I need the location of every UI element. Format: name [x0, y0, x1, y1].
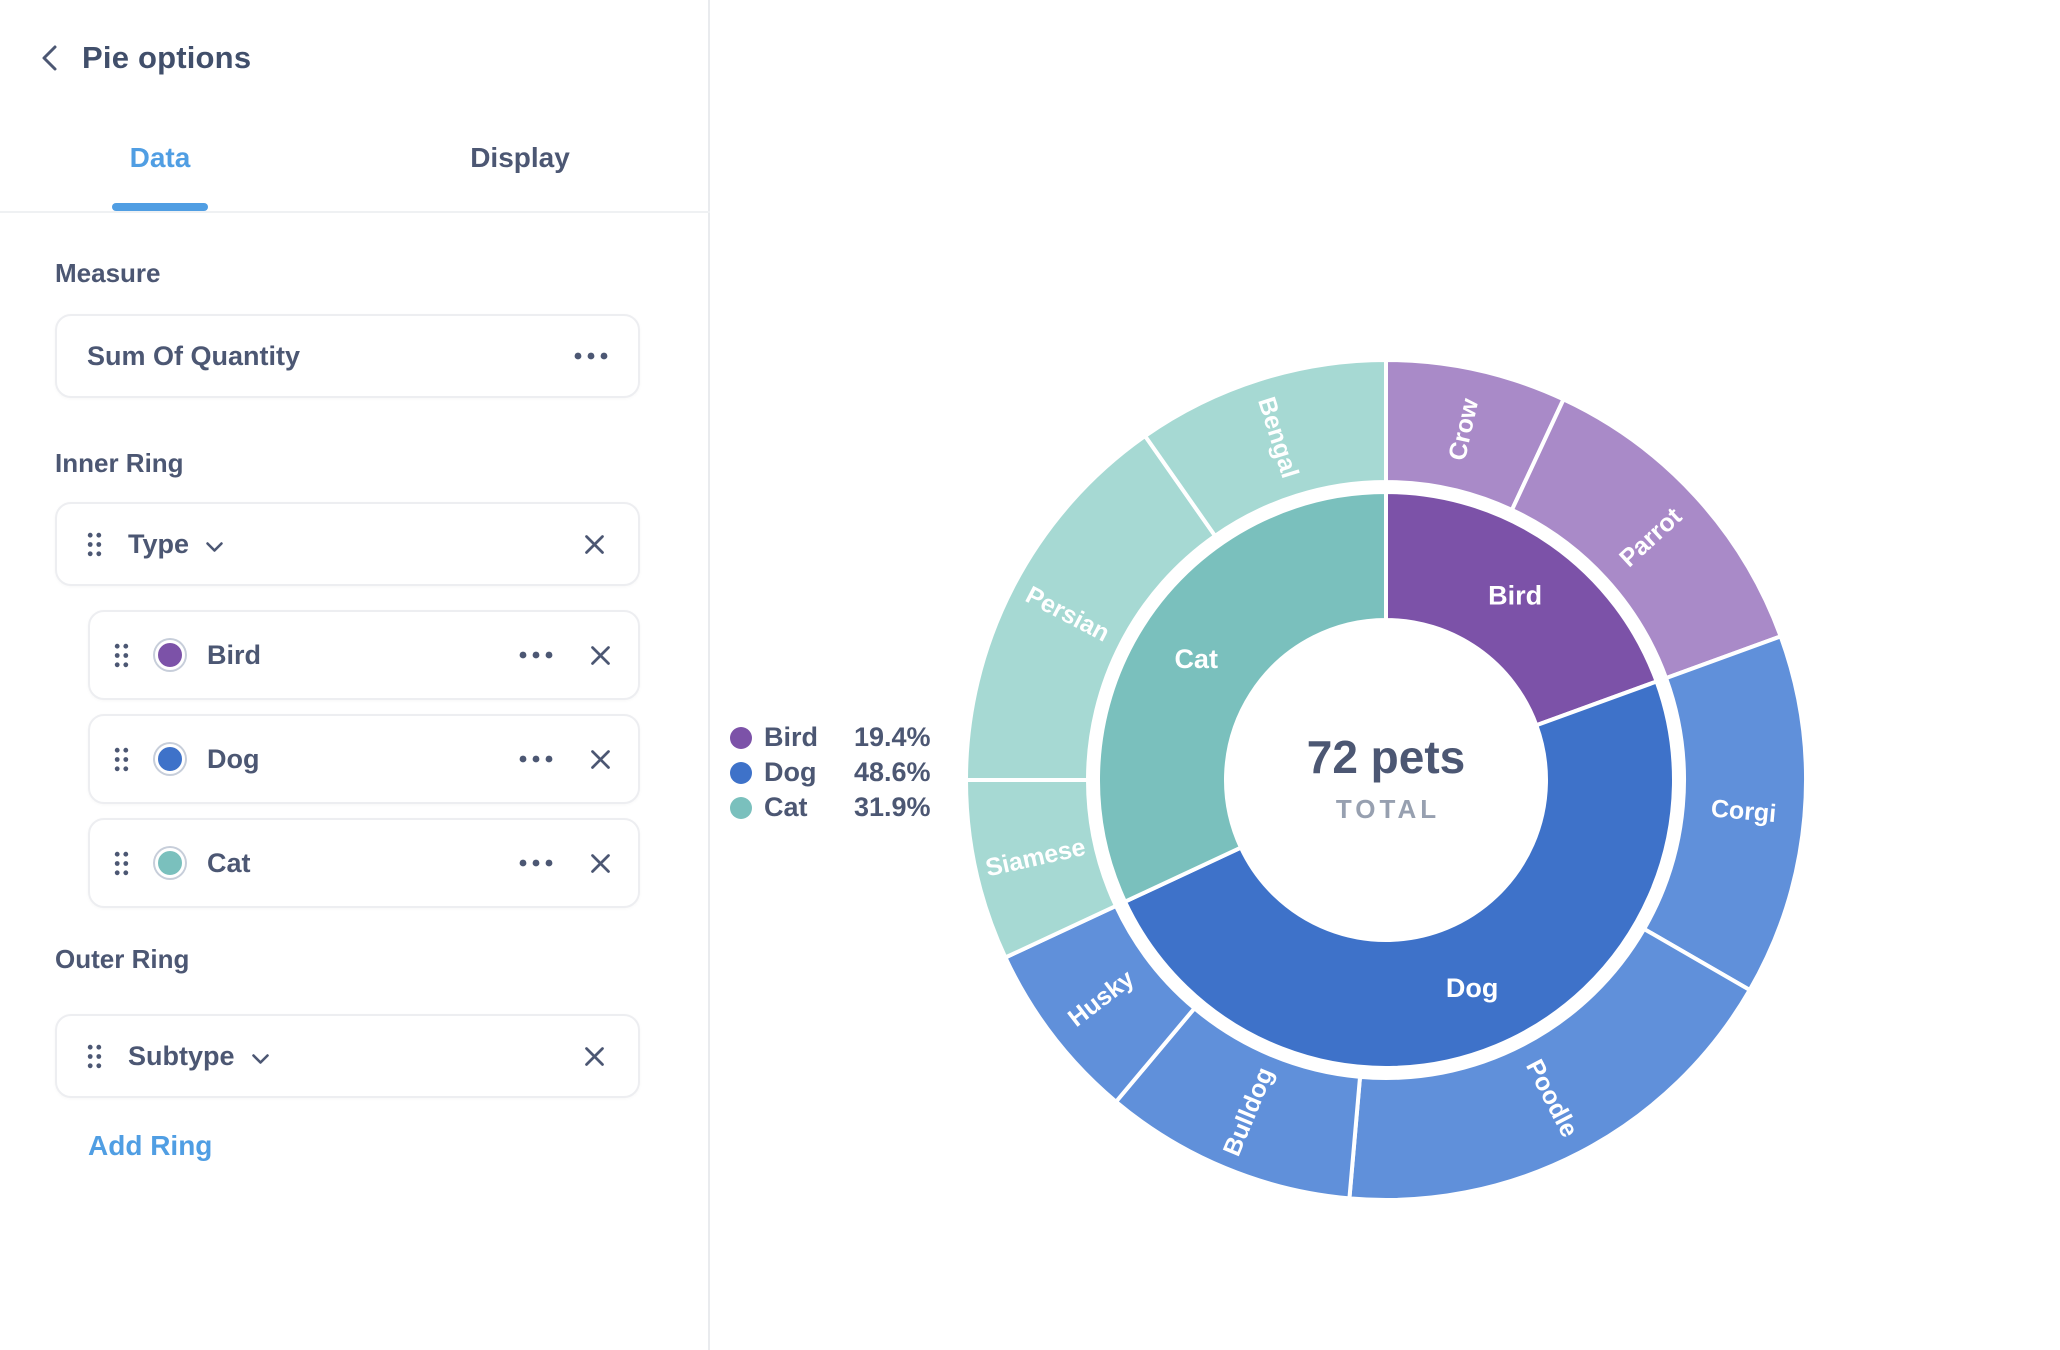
- back-button[interactable]: [38, 43, 60, 73]
- segment-label: Bird: [1488, 581, 1542, 611]
- measure-row[interactable]: Sum Of Quantity: [55, 314, 640, 398]
- page-title: Pie options: [82, 40, 252, 75]
- drag-handle-icon[interactable]: [87, 532, 102, 557]
- segment-label: Cat: [1174, 644, 1218, 674]
- pie-options-sidebar: Pie options Data Display Measure Sum Of …: [0, 0, 710, 1350]
- drag-handle-icon[interactable]: [114, 747, 129, 772]
- measure-section-label: Measure: [55, 258, 161, 288]
- tabs-divider: [0, 211, 710, 213]
- tab-display[interactable]: Display: [470, 142, 570, 173]
- chart-center-total: 72 pets: [1307, 731, 1466, 783]
- legend-item-cat[interactable]: Cat 31.9%: [730, 792, 931, 822]
- inner-ring-field-row[interactable]: Type: [55, 502, 640, 586]
- legend-percent: 19.4%: [854, 722, 931, 752]
- legend-item-bird[interactable]: Bird 19.4%: [730, 722, 931, 752]
- sidebar-header: Pie options: [38, 40, 251, 76]
- legend-label: Cat: [764, 792, 808, 822]
- chart-center-sublabel: TOTAL: [1336, 794, 1440, 824]
- inner-ring-section-label: Inner Ring: [55, 448, 184, 478]
- wedge-dog[interactable]: [1122, 679, 1676, 1070]
- remove-outer-ring-icon[interactable]: [581, 1043, 608, 1070]
- wedge-bird[interactable]: [1384, 490, 1659, 728]
- remove-item-icon[interactable]: [587, 746, 614, 773]
- legend-label: Dog: [764, 757, 817, 787]
- more-options-icon[interactable]: [519, 651, 553, 659]
- remove-inner-ring-icon[interactable]: [581, 531, 608, 558]
- chart-legend: Bird 19.4% Dog 48.6% Cat 31.9%: [730, 722, 931, 822]
- sunburst-chart[interactable]: BirdCrowParrotDogCorgiPoodleBulldogHusky…: [941, 335, 1831, 1225]
- chevron-down-icon[interactable]: [251, 1053, 270, 1065]
- chevron-left-icon: [42, 45, 57, 71]
- legend-percent: 31.9%: [854, 792, 931, 822]
- ring-item-row-dog[interactable]: Dog: [88, 714, 640, 804]
- color-swatch-cat[interactable]: [155, 848, 185, 878]
- outer-ring-section-label: Outer Ring: [55, 944, 190, 974]
- wedge-cat[interactable]: [1096, 490, 1388, 904]
- drag-handle-icon[interactable]: [87, 1044, 102, 1069]
- remove-item-icon[interactable]: [587, 642, 614, 669]
- legend-percent: 48.6%: [854, 757, 931, 787]
- close-icon: [585, 534, 604, 554]
- more-options-icon[interactable]: [519, 755, 553, 763]
- segment-label: Corgi: [1710, 795, 1777, 829]
- ring-item-label: Bird: [207, 639, 261, 670]
- measure-value: Sum Of Quantity: [87, 340, 301, 371]
- drag-handle-icon[interactable]: [114, 643, 129, 668]
- ring-item-label: Dog: [207, 743, 260, 774]
- ellipsis-icon: [574, 352, 608, 360]
- outer-ring-field-row[interactable]: Subtype: [55, 1014, 640, 1098]
- inner-ring-field-name: Type: [128, 528, 190, 559]
- remove-item-icon[interactable]: [587, 850, 614, 877]
- add-ring-button[interactable]: Add Ring: [88, 1130, 213, 1161]
- tab-data[interactable]: Data: [129, 142, 191, 173]
- drag-handle-icon[interactable]: [114, 851, 129, 876]
- ring-item-label: Cat: [207, 847, 251, 878]
- ring-item-row-bird[interactable]: Bird: [88, 610, 640, 700]
- segment-label: Dog: [1446, 973, 1498, 1003]
- ring-item-row-cat[interactable]: Cat: [88, 818, 640, 908]
- wedge-bengal[interactable]: [1143, 358, 1388, 538]
- active-tab-indicator: [112, 203, 208, 211]
- color-swatch-bird[interactable]: [155, 640, 185, 670]
- more-options-icon[interactable]: [519, 859, 553, 867]
- outer-ring-field-name: Subtype: [128, 1040, 235, 1071]
- legend-label: Bird: [764, 722, 818, 752]
- legend-dot-cat: [730, 796, 752, 819]
- color-swatch-dog[interactable]: [155, 744, 185, 774]
- measure-more-options-icon[interactable]: [574, 352, 608, 360]
- chevron-down-icon[interactable]: [205, 541, 224, 553]
- legend-dot-bird: [730, 726, 752, 749]
- legend-item-dog[interactable]: Dog 48.6%: [730, 757, 931, 787]
- legend-dot-dog: [730, 761, 752, 784]
